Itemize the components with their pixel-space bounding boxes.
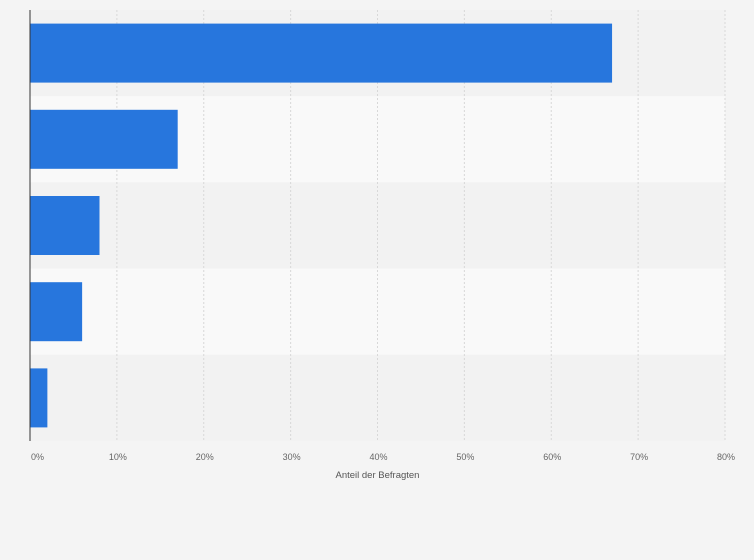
bars	[30, 23, 613, 428]
bar[interactable]	[30, 109, 178, 169]
x-tick-label: 10%	[109, 452, 127, 462]
bar[interactable]	[30, 23, 613, 83]
x-tick-label: 60%	[543, 452, 561, 462]
x-tick-label: 30%	[283, 452, 301, 462]
x-tick-label: 50%	[456, 452, 474, 462]
x-tick-label: 80%	[717, 452, 735, 462]
bar[interactable]	[30, 282, 83, 342]
x-tick-labels: 0% 10% 20% 30% 40% 50% 60% 70% 80%	[31, 452, 735, 462]
x-tick-label: 70%	[630, 452, 648, 462]
bar[interactable]	[30, 368, 48, 428]
x-tick-label: 0%	[31, 452, 44, 462]
x-tick-label: 20%	[196, 452, 214, 462]
bar[interactable]	[30, 196, 100, 255]
x-tick-label: 40%	[369, 452, 387, 462]
x-axis-title: Anteil der Befragten	[336, 470, 420, 481]
